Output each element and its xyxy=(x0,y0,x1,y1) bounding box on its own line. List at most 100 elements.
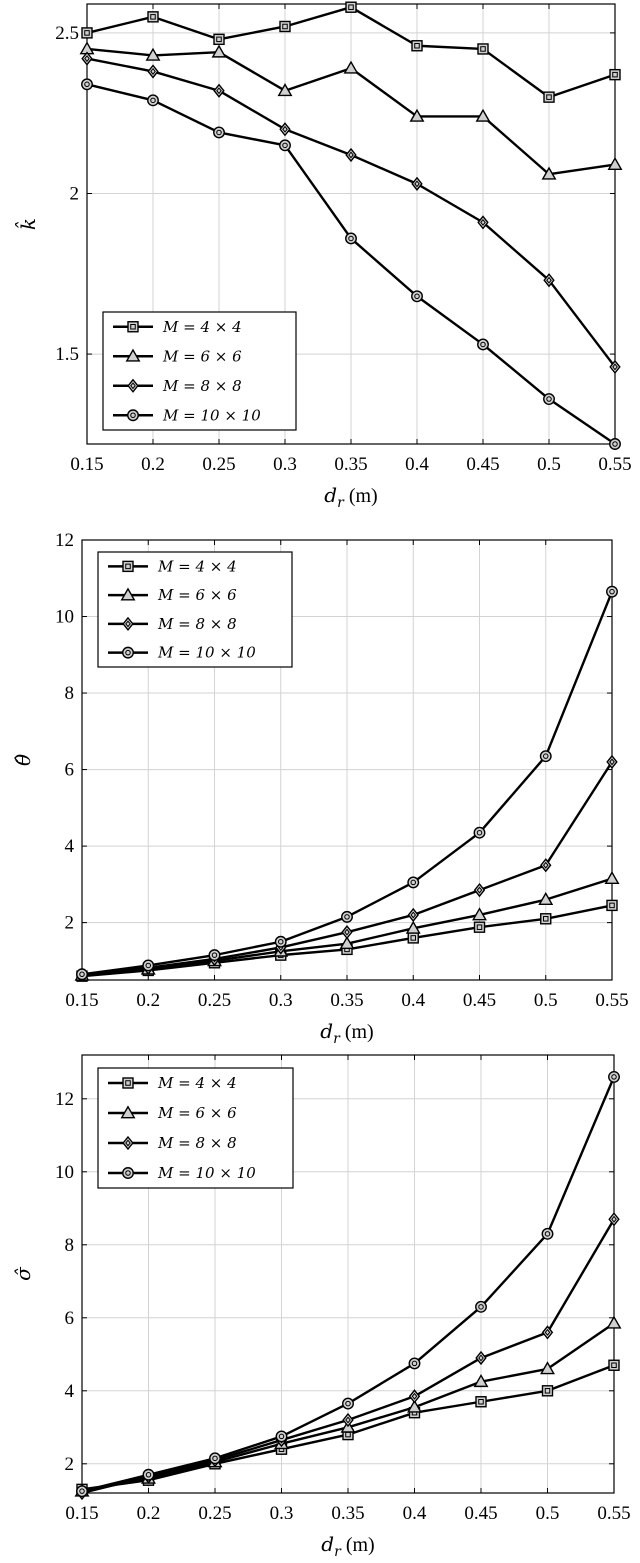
legend-label: M = 6 × 6 xyxy=(162,347,242,365)
data-point xyxy=(213,126,225,139)
x-tick-label: 0.45 xyxy=(463,990,496,1011)
y-tick-label: 8 xyxy=(65,1235,75,1256)
data-point xyxy=(81,78,93,91)
x-tick-label: 0.55 xyxy=(598,454,631,475)
x-tick-label: 0.35 xyxy=(334,454,367,475)
data-point xyxy=(473,1374,489,1388)
data-point xyxy=(473,826,486,839)
y-tick-label: 10 xyxy=(55,607,74,628)
data-point xyxy=(543,273,555,288)
x-tick-label: 0.5 xyxy=(534,990,558,1011)
data-point xyxy=(407,1399,422,1413)
data-point xyxy=(147,64,159,79)
legend: M = 4 × 4 M = 6 × 6 M = 8 × 8 M = 10 × 10 xyxy=(102,311,297,431)
legend-entry: M = 10 × 10 xyxy=(108,644,256,662)
data-point xyxy=(147,11,159,23)
x-tick-label: 0.3 xyxy=(273,454,297,475)
x-tick-label: 0.25 xyxy=(198,990,231,1011)
x-tick-label: 0.2 xyxy=(136,990,160,1011)
x-tick-label: 0.2 xyxy=(137,1503,161,1524)
data-point xyxy=(274,935,287,948)
legend-marker xyxy=(122,646,134,659)
data-point xyxy=(342,1412,354,1428)
data-point xyxy=(209,1452,221,1465)
series-circle xyxy=(76,585,618,981)
data-point xyxy=(147,94,159,107)
data-point xyxy=(409,108,425,122)
data-point xyxy=(81,27,93,39)
data-point xyxy=(142,959,155,972)
legend-marker xyxy=(122,1135,134,1151)
legend-marker xyxy=(122,560,134,573)
legend-label: M = 4 × 4 xyxy=(157,557,237,575)
y-tick-label: 4 xyxy=(65,836,75,857)
data-point xyxy=(606,754,618,770)
legend-marker xyxy=(127,378,139,393)
x-tick-label: 0.2 xyxy=(141,454,165,475)
y-tick-label: 6 xyxy=(65,760,75,781)
data-point xyxy=(539,750,552,763)
x-tick-label: 0.15 xyxy=(65,1503,98,1524)
data-point xyxy=(543,393,555,405)
y-tick-label: 10 xyxy=(55,1162,74,1183)
data-point xyxy=(408,1389,421,1404)
y-tick-label: 8 xyxy=(65,683,75,704)
data-point xyxy=(538,891,554,906)
legend: M = 4 × 4 M = 6 × 6 M = 8 × 8 M = 10 × 10 xyxy=(97,1067,294,1189)
data-point xyxy=(279,20,291,33)
x-tick-label: 0.4 xyxy=(403,1503,427,1524)
data-point xyxy=(213,83,225,98)
legend-label: M = 8 × 8 xyxy=(157,615,237,633)
data-point xyxy=(607,156,623,170)
data-point xyxy=(213,33,225,46)
legend-entry: M = 10 × 10 xyxy=(108,1164,256,1182)
chart-2: 0.15 0.2 0.25 0.3 0.35 0.4 0.45 0.5 0.55 2 4 6 8 10 12… xyxy=(11,530,629,1047)
x-tick-label: 0.55 xyxy=(595,990,628,1011)
x-tick-label: 0.45 xyxy=(466,454,499,475)
series-group xyxy=(74,1070,622,1501)
legend-marker xyxy=(120,587,136,601)
y-axis-ticks: 2 4 6 8 10 12 xyxy=(55,1089,614,1475)
data-point xyxy=(405,920,421,934)
series-diamond xyxy=(81,51,621,375)
data-point xyxy=(411,40,423,52)
y-tick-label: 2 xyxy=(70,183,80,204)
legend-marker xyxy=(127,409,139,422)
legend-entry: M = 8 × 8 xyxy=(113,377,242,395)
legend-label: M = 10 × 10 xyxy=(157,644,256,662)
data-point xyxy=(211,44,227,58)
y-axis-label: θ̂ xyxy=(11,754,35,766)
legend-entry: M = 4 × 4 xyxy=(108,557,237,575)
y-tick-label: 2 xyxy=(65,1454,75,1475)
y-axis-label: σ̂ xyxy=(11,1266,35,1281)
y-tick-label: 2 xyxy=(65,913,75,934)
data-point xyxy=(608,1359,620,1371)
x-tick-label: 0.35 xyxy=(330,990,363,1011)
x-axis-label: dr (m) xyxy=(324,483,377,511)
x-tick-label: 0.4 xyxy=(401,990,425,1011)
data-point xyxy=(407,907,419,923)
data-point xyxy=(407,876,420,889)
x-axis-ticks: 0.15 0.2 0.25 0.3 0.35 0.4 0.45 0.5 0.55 xyxy=(70,4,632,475)
series-group xyxy=(74,585,620,982)
x-tick-label: 0.25 xyxy=(202,454,235,475)
y-tick-label: 1.5 xyxy=(55,344,79,365)
data-point xyxy=(473,882,486,898)
data-point xyxy=(341,910,353,923)
data-point xyxy=(345,147,357,163)
data-point xyxy=(142,1468,155,1481)
data-point xyxy=(477,215,489,230)
legend-label: M = 4 × 4 xyxy=(162,318,242,336)
legend-entry: M = 6 × 6 xyxy=(108,586,237,604)
data-point xyxy=(604,870,620,884)
data-point xyxy=(279,139,291,152)
data-point xyxy=(279,122,291,137)
data-point xyxy=(341,925,353,940)
data-point xyxy=(541,1385,554,1397)
series-circle xyxy=(81,78,621,450)
data-point xyxy=(277,83,293,97)
data-point xyxy=(608,1212,620,1227)
data-point xyxy=(208,949,221,962)
x-tick-label: 0.3 xyxy=(270,1503,294,1524)
